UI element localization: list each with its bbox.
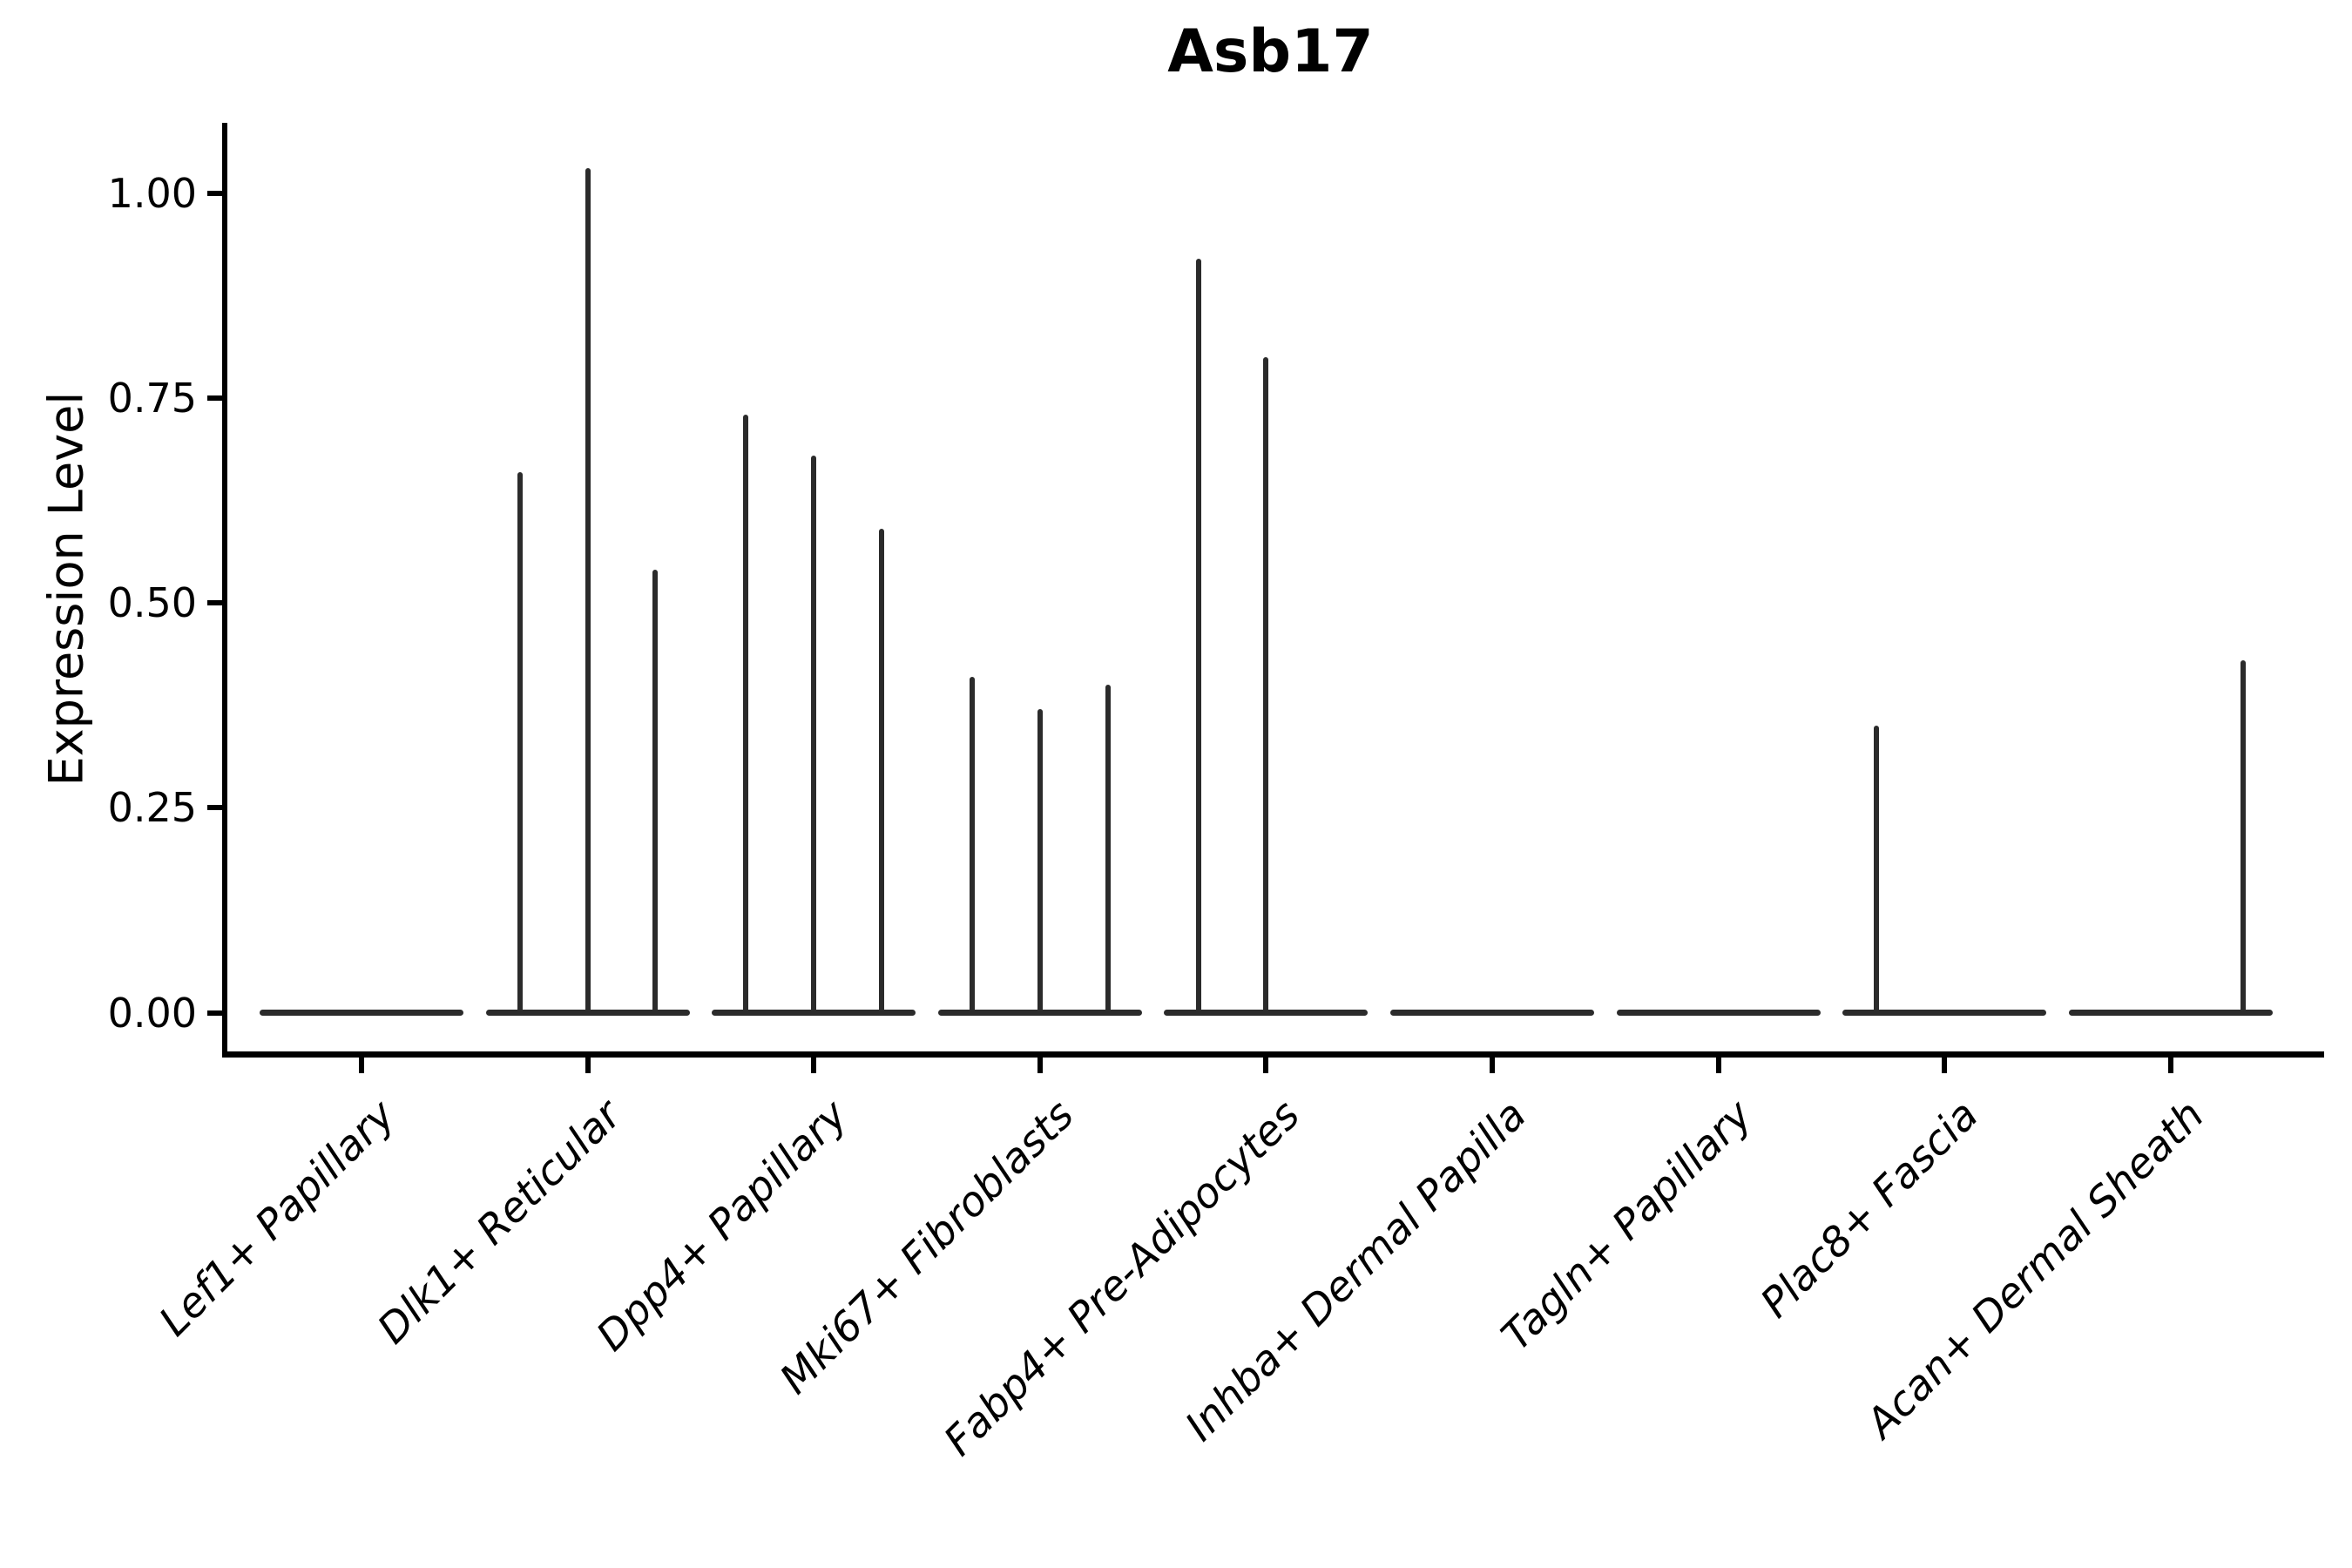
violin-spike [1195, 258, 1201, 1013]
plot-title: Asb17 [1167, 17, 1374, 86]
x-tick-mark [1490, 1056, 1495, 1073]
x-tick-label: Tagln+ Papillary [1492, 1091, 1762, 1361]
x-tick-label: Plac8+ Fascia [1751, 1091, 1988, 1328]
x-tick-label: Dpp4+ Papillary [587, 1091, 857, 1361]
violin-spike [1263, 356, 1269, 1013]
violin-baseline [1390, 1010, 1594, 1016]
x-tick-mark [811, 1056, 817, 1073]
violin-spike [1037, 709, 1043, 1013]
x-axis-spine [222, 1051, 2324, 1058]
y-tick-mark [207, 190, 223, 196]
y-tick-mark [207, 395, 223, 401]
x-tick-mark [1037, 1056, 1043, 1073]
y-tick-mark [207, 805, 223, 811]
y-tick-label: 0.25 [107, 784, 197, 832]
violin-baseline [937, 1010, 1142, 1016]
violin-spike [811, 455, 817, 1013]
y-tick-label: 0.75 [107, 374, 197, 422]
violin-spike [652, 570, 659, 1013]
x-tick-mark [585, 1056, 591, 1073]
violin-spike [585, 168, 591, 1013]
x-tick-mark [1715, 1056, 1721, 1073]
violin-baseline [260, 1010, 463, 1016]
violin-baseline [485, 1010, 690, 1016]
y-tick-mark [207, 600, 223, 606]
violin-spike [743, 414, 749, 1013]
violin-baseline [712, 1010, 916, 1016]
violin-baseline [2068, 1010, 2273, 1016]
y-tick-label: 0.50 [107, 579, 197, 627]
violin-spike [969, 676, 975, 1013]
violin-spike [1874, 726, 1880, 1013]
y-axis-spine [222, 123, 227, 1057]
violin-spike [1105, 685, 1111, 1013]
y-tick-mark [207, 1010, 223, 1016]
x-tick-mark [359, 1056, 364, 1073]
violin-spike [2240, 659, 2246, 1013]
y-tick-label: 1.00 [107, 169, 197, 217]
violin-spike [517, 471, 523, 1013]
x-tick-mark [2167, 1056, 2173, 1073]
x-tick-mark [1263, 1056, 1269, 1073]
violin-spike [879, 529, 885, 1013]
x-tick-label: Lef1+ Papillary [150, 1091, 405, 1346]
x-tick-mark [1942, 1056, 1948, 1073]
violin-baseline [1616, 1010, 1821, 1016]
violin-baseline [1842, 1010, 2047, 1016]
violin-baseline [1164, 1010, 1369, 1016]
x-tick-label: Dlk1+ Reticular [368, 1091, 632, 1354]
y-tick-label: 0.00 [107, 989, 197, 1037]
